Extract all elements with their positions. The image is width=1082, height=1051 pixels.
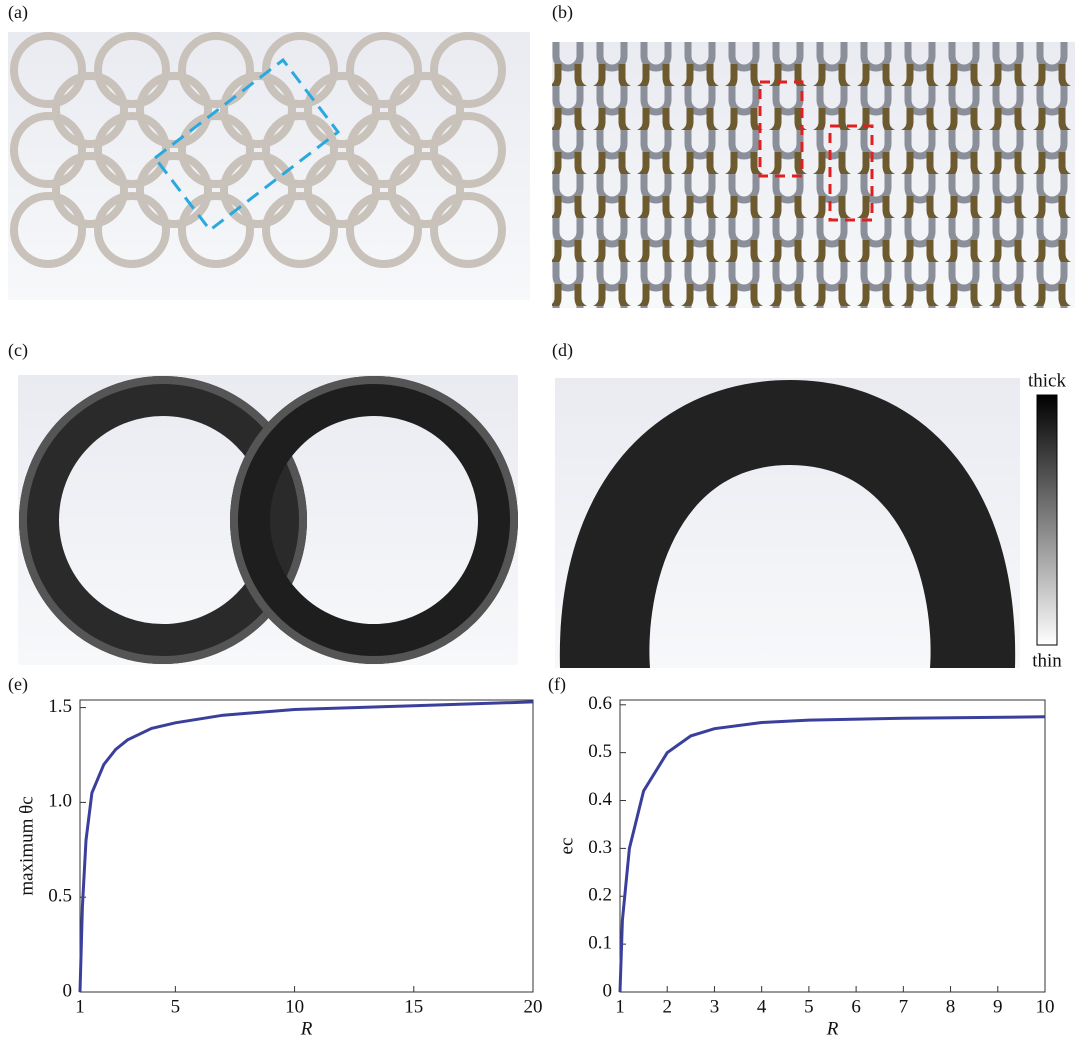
panel-label: (b) [552,2,573,23]
x-tick-label: 6 [851,996,861,1017]
x-tick-label: 15 [404,996,423,1017]
x-axis-label: R [826,1018,839,1039]
x-tick-label: 8 [946,996,956,1017]
x-tick-label: 5 [804,996,814,1017]
figure: (a) (b) (c) (d) thick thin (e)1510152000… [0,0,1082,1051]
y-tick-label: 0.6 [588,693,612,714]
colorbar [1037,395,1057,645]
x-tick-label: 5 [171,996,181,1017]
panel-label: (d) [552,340,573,361]
knit-pattern [552,42,1075,308]
x-axis-label: R [300,1018,313,1039]
y-tick-label: 0.5 [588,741,612,762]
y-tick-label: 1.0 [48,791,72,812]
x-tick-label: 2 [662,996,672,1017]
x-tick-label: 20 [524,996,543,1017]
x-tick-label: 7 [899,996,909,1017]
plot-frame [620,700,1045,992]
x-tick-label: 9 [993,996,1003,1017]
panel-label: (a) [8,2,28,23]
panel-label: (e) [8,674,28,695]
x-tick-label: 1 [75,996,85,1017]
x-tick-label: 4 [757,996,767,1017]
y-tick-label: 0.1 [588,932,612,953]
y-tick-label: 0.4 [588,789,612,810]
page: {"panels": {"a": "(a)", "b": "(b)", "c":… [0,0,1082,1051]
y-axis-label: ec [556,838,577,855]
y-tick-label: 0.2 [588,885,612,906]
y-tick-label: 0.3 [588,837,612,858]
colorbar-label: thick [1028,370,1066,391]
plot-frame [80,700,533,992]
x-tick-label: 10 [1036,996,1055,1017]
colorbar-label: thin [1032,650,1062,671]
y-tick-label: 0 [603,980,613,1001]
panel-label: (f) [548,674,566,695]
x-tick-label: 1 [615,996,625,1017]
panel-label: (c) [8,340,28,361]
x-tick-label: 10 [285,996,304,1017]
y-tick-label: 1.5 [48,696,72,717]
x-tick-label: 3 [710,996,720,1017]
y-axis-label: maximum θc [16,796,37,895]
y-tick-label: 0.5 [48,886,72,907]
y-tick-label: 0 [63,980,73,1001]
